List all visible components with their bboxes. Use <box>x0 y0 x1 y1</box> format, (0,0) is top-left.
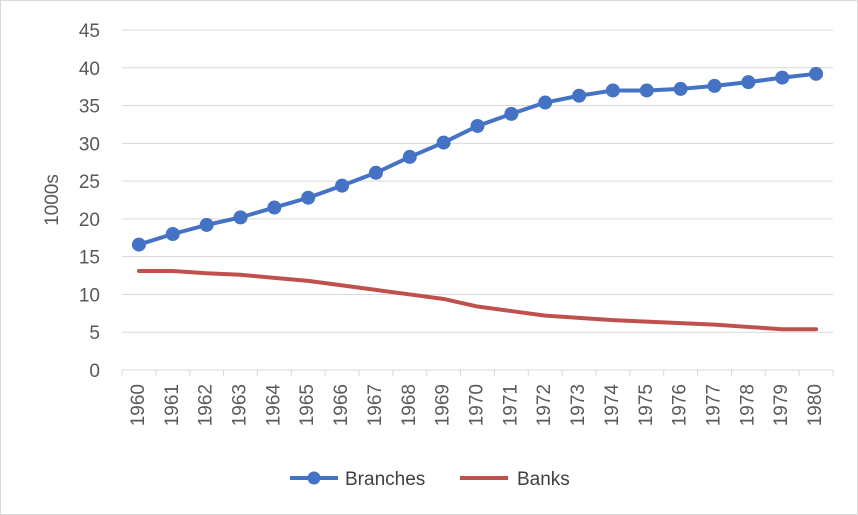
data-point <box>470 118 485 133</box>
y-tick-label: 10 <box>79 285 100 306</box>
data-point <box>605 83 620 98</box>
x-tick-label: 1964 <box>263 384 284 427</box>
x-tick-label: 1975 <box>636 384 657 426</box>
data-point <box>267 200 282 215</box>
data-point <box>504 106 519 121</box>
y-tick-label: 35 <box>79 97 100 118</box>
x-tick-label: 1961 <box>162 384 183 426</box>
gridlines <box>122 29 833 333</box>
x-tick-label: 1967 <box>365 384 386 426</box>
x-tick-label: 1960 <box>128 384 149 426</box>
data-point <box>809 66 824 81</box>
x-tick-label: 1979 <box>771 384 792 426</box>
data-point <box>301 190 316 205</box>
data-point <box>572 88 587 103</box>
y-tick-label: 15 <box>79 248 100 269</box>
x-tick-label: 1965 <box>297 384 318 426</box>
x-tick-label: 1974 <box>602 384 623 427</box>
data-point <box>165 227 180 241</box>
y-tick-label: 30 <box>79 134 100 155</box>
series-line-banks <box>136 269 819 332</box>
y-tick-label: 5 <box>89 323 100 344</box>
y-tick-label: 45 <box>79 21 100 42</box>
series-banks <box>136 269 819 332</box>
data-point <box>131 237 146 252</box>
data-point <box>741 75 756 90</box>
y-axis-title: 1000s <box>42 174 63 226</box>
x-tick-label: 1963 <box>230 384 251 426</box>
legend: Branches Banks <box>290 469 570 490</box>
data-point <box>199 217 214 232</box>
y-tick-label: 20 <box>79 210 100 231</box>
data-point <box>707 78 722 93</box>
x-axis-ticks: 1960 1961 1962 1963 1964 1965 1966 1967 1968 1969… <box>121 370 834 427</box>
data-point <box>233 210 248 225</box>
data-point <box>775 70 790 85</box>
x-tick-label: 1962 <box>196 384 217 426</box>
x-tick-label: 1980 <box>805 384 826 426</box>
x-tick-label: 1978 <box>737 384 758 426</box>
legend-item-branches: Branches <box>290 469 425 490</box>
y-tick-label: 40 <box>79 59 100 80</box>
data-point <box>335 178 350 193</box>
series-group <box>131 66 824 332</box>
x-tick-label: 1973 <box>568 384 589 426</box>
x-tick-label: 1977 <box>704 384 725 426</box>
x-tick-label: 1969 <box>433 384 454 426</box>
data-point <box>368 165 383 180</box>
legend-marker <box>307 471 321 485</box>
data-point <box>538 95 553 110</box>
data-point <box>402 149 417 164</box>
data-point <box>436 135 451 150</box>
x-tick-label: 1968 <box>399 384 420 426</box>
legend-item-banks: Banks <box>460 469 570 490</box>
data-point <box>673 81 688 96</box>
x-tick-label: 1971 <box>500 384 521 426</box>
x-tick-label: 1966 <box>331 384 352 426</box>
y-tick-label: 25 <box>79 172 100 193</box>
legend-label: Branches <box>345 469 425 490</box>
y-axis-ticks: 0 5 10 15 20 25 30 35 40 45 <box>79 21 100 382</box>
x-tick-label: 1970 <box>467 384 488 426</box>
x-tick-label: 1972 <box>534 384 555 426</box>
data-point <box>639 83 654 98</box>
y-tick-label: 0 <box>89 361 100 382</box>
legend-label: Banks <box>517 469 570 490</box>
series-branches <box>131 66 824 252</box>
x-tick-label: 1976 <box>670 384 691 426</box>
